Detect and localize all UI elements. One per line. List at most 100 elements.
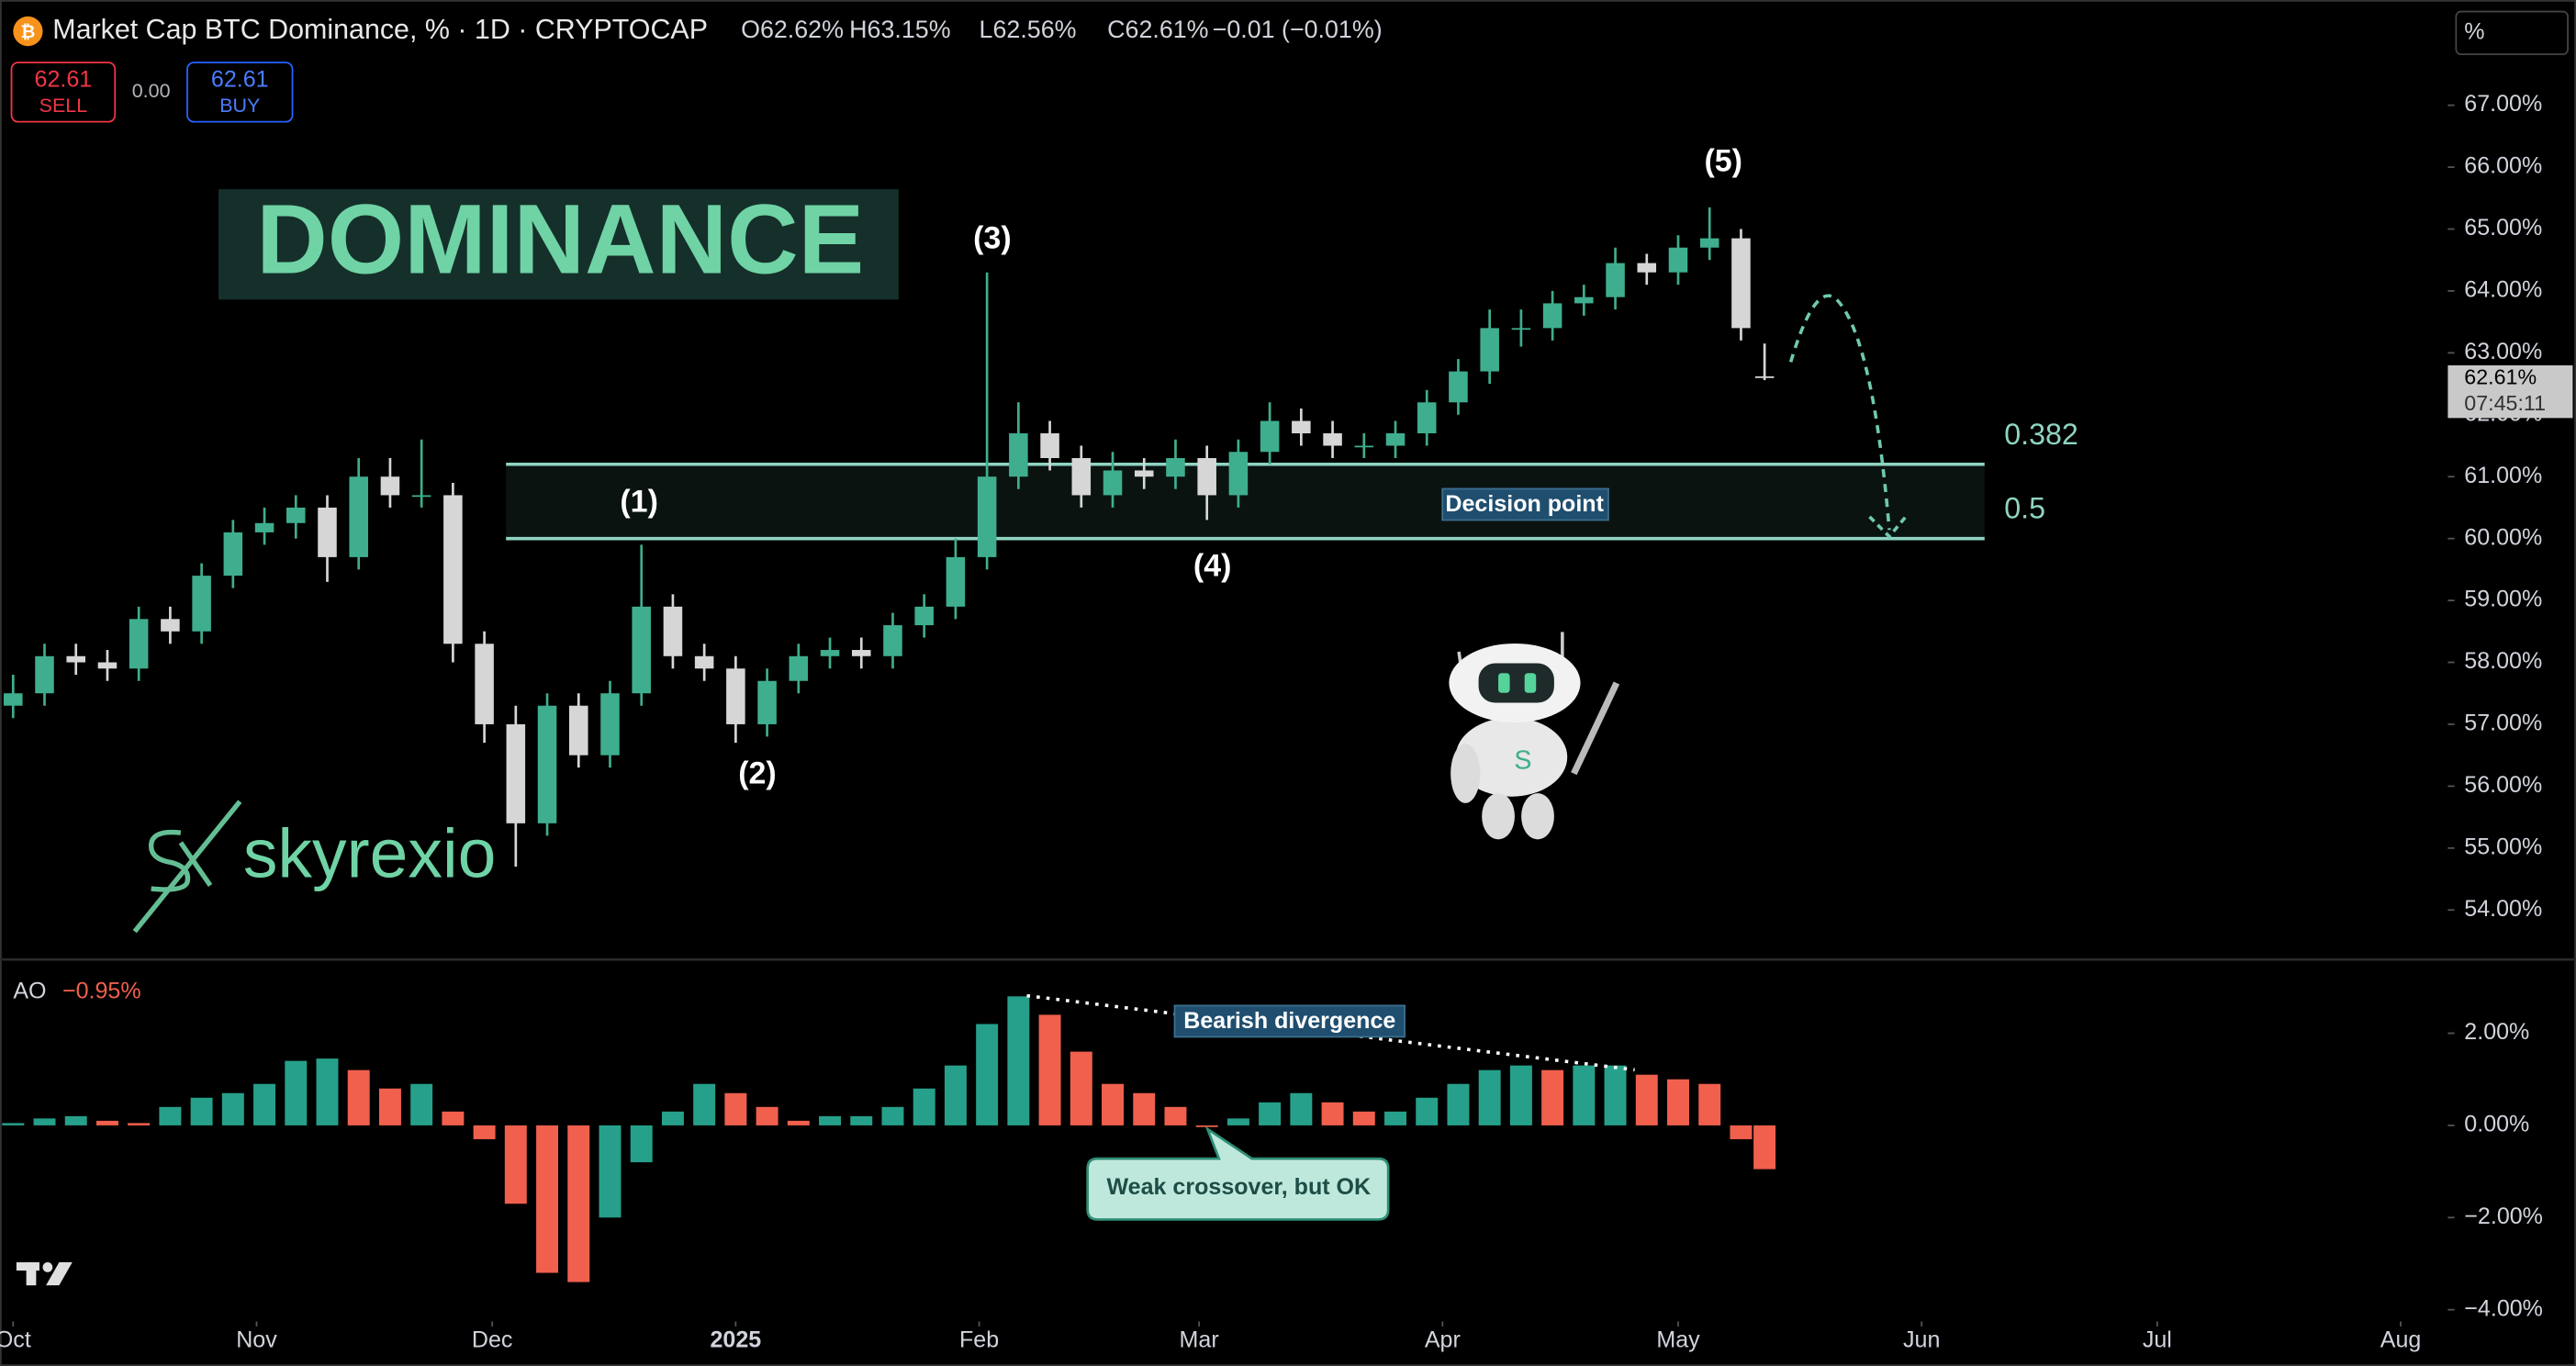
ao-bar: [1384, 1111, 1406, 1125]
ao-bar: [787, 1120, 810, 1125]
candle-body: [1754, 375, 1775, 378]
candle-body: [35, 655, 54, 694]
ao-bar: [693, 1083, 716, 1125]
candle-body: [1354, 445, 1374, 448]
logo-part: [46, 1262, 73, 1286]
symbol-title: Market Cap BTC Dominance, % · 1D · CRYPT…: [52, 14, 708, 45]
ao-bar: [1509, 1065, 1532, 1125]
candle-body: [349, 476, 368, 557]
buy-button[interactable]: [186, 62, 294, 123]
ao-bar: [599, 1125, 622, 1218]
decision-label: Decision point: [1445, 491, 1604, 517]
candle-body: [663, 606, 683, 656]
candle-body: [1385, 433, 1406, 446]
logo-s: [148, 829, 191, 892]
wave-label: (1): [620, 485, 658, 520]
x-tick-label: Jun: [1903, 1327, 1940, 1353]
candle-body: [443, 495, 463, 644]
candle-body: [1009, 433, 1028, 477]
ao-bar: [1698, 1083, 1721, 1125]
ao-bar: [378, 1088, 401, 1125]
robot-eye: [1524, 673, 1537, 693]
candle-body: [1731, 238, 1751, 329]
y-tick-label: 55.00%: [2464, 834, 2542, 859]
candle-body: [977, 476, 997, 557]
x-tick-label: Nov: [236, 1327, 277, 1353]
ao-bar: [190, 1097, 213, 1125]
ao-bar: [410, 1083, 433, 1125]
ao-bar: [567, 1125, 590, 1282]
scale-button[interactable]: [2455, 10, 2569, 56]
indicator-value: −0.95%: [62, 979, 141, 1004]
ao-bar: [944, 1065, 967, 1125]
candle-body: [475, 644, 494, 724]
ohlc-low: L62.56%: [980, 16, 1077, 43]
candle-body: [1417, 402, 1437, 434]
y-tick-label: 67.00%: [2464, 91, 2542, 117]
y-tick-label: −4.00%: [2464, 1295, 2543, 1321]
decision-box: [1441, 487, 1609, 521]
ao-bar: [1573, 1065, 1596, 1125]
candle-body: [537, 705, 557, 823]
ao-bar: [285, 1060, 308, 1125]
ao-bar: [128, 1123, 151, 1125]
x-tick-label: 2025: [711, 1327, 762, 1353]
ao-bar: [1195, 1125, 1218, 1127]
sell-button[interactable]: [10, 62, 117, 123]
fib-label: 0.5: [2004, 492, 2045, 525]
ao-bar: [159, 1106, 182, 1125]
title-box: [218, 189, 899, 300]
y-tick-label: 65.00%: [2464, 215, 2542, 241]
candle-body: [600, 693, 620, 756]
ao-bar: [1038, 1014, 1061, 1125]
ao-bar: [630, 1125, 653, 1163]
ao-bar: [1447, 1083, 1470, 1125]
y-tick-label: 59.00%: [2464, 587, 2542, 612]
ao-bar: [1070, 1051, 1092, 1125]
candle-body: [254, 522, 274, 532]
plot: [2, 207, 1776, 1282]
robot-leg: [1521, 793, 1554, 840]
ao-bar: [819, 1115, 842, 1125]
y-tick-label: 57.00%: [2464, 711, 2542, 736]
ao-bar: [1730, 1125, 1753, 1139]
x-tick-label: Jul: [2143, 1327, 2172, 1353]
candle-body: [66, 655, 85, 663]
candle-body: [1699, 238, 1719, 248]
ao-bar: [881, 1106, 904, 1125]
x-tick-label: Feb: [959, 1327, 999, 1353]
y-tick-label: −2.00%: [2464, 1204, 2543, 1229]
y-tick-label: 56.00%: [2464, 772, 2542, 798]
x-tick-label: Oct: [0, 1327, 31, 1353]
watermark-text: skyrexio: [243, 815, 497, 892]
candle-body: [1323, 433, 1342, 446]
ao-bar: [473, 1125, 496, 1139]
candle-body: [851, 650, 871, 656]
x-tick-label: Mar: [1180, 1327, 1219, 1353]
ao-bar: [1102, 1083, 1124, 1125]
divergence-label: Bearish divergence: [1183, 1008, 1395, 1034]
indicator-name: AO: [13, 979, 46, 1004]
ao-bar: [442, 1111, 465, 1125]
candle-body: [97, 662, 118, 669]
robot-eye: [1498, 673, 1510, 693]
candle-body: [1228, 452, 1249, 496]
ao-bar: [1007, 996, 1030, 1125]
ao-bar: [1635, 1074, 1658, 1125]
ao-bar: [1133, 1092, 1156, 1125]
robot-pen: [1571, 681, 1620, 776]
wave-label: (4): [1193, 548, 1232, 583]
sell-price: 62.61: [35, 66, 93, 92]
fib-zone: 0.382 0.5: [506, 418, 2078, 541]
robot: S: [1449, 632, 1620, 840]
candle-body: [1134, 470, 1154, 477]
ohlc-close: C62.61%: [1107, 16, 1208, 43]
candle-body: [1480, 328, 1499, 372]
divergence-box: [1173, 1004, 1406, 1038]
robot-logo: S: [1514, 746, 1531, 776]
ao-bar: [1352, 1111, 1375, 1125]
candle-body: [1040, 433, 1059, 458]
y-tick-label: 61.00%: [2464, 463, 2542, 488]
candle-body: [1606, 263, 1625, 297]
